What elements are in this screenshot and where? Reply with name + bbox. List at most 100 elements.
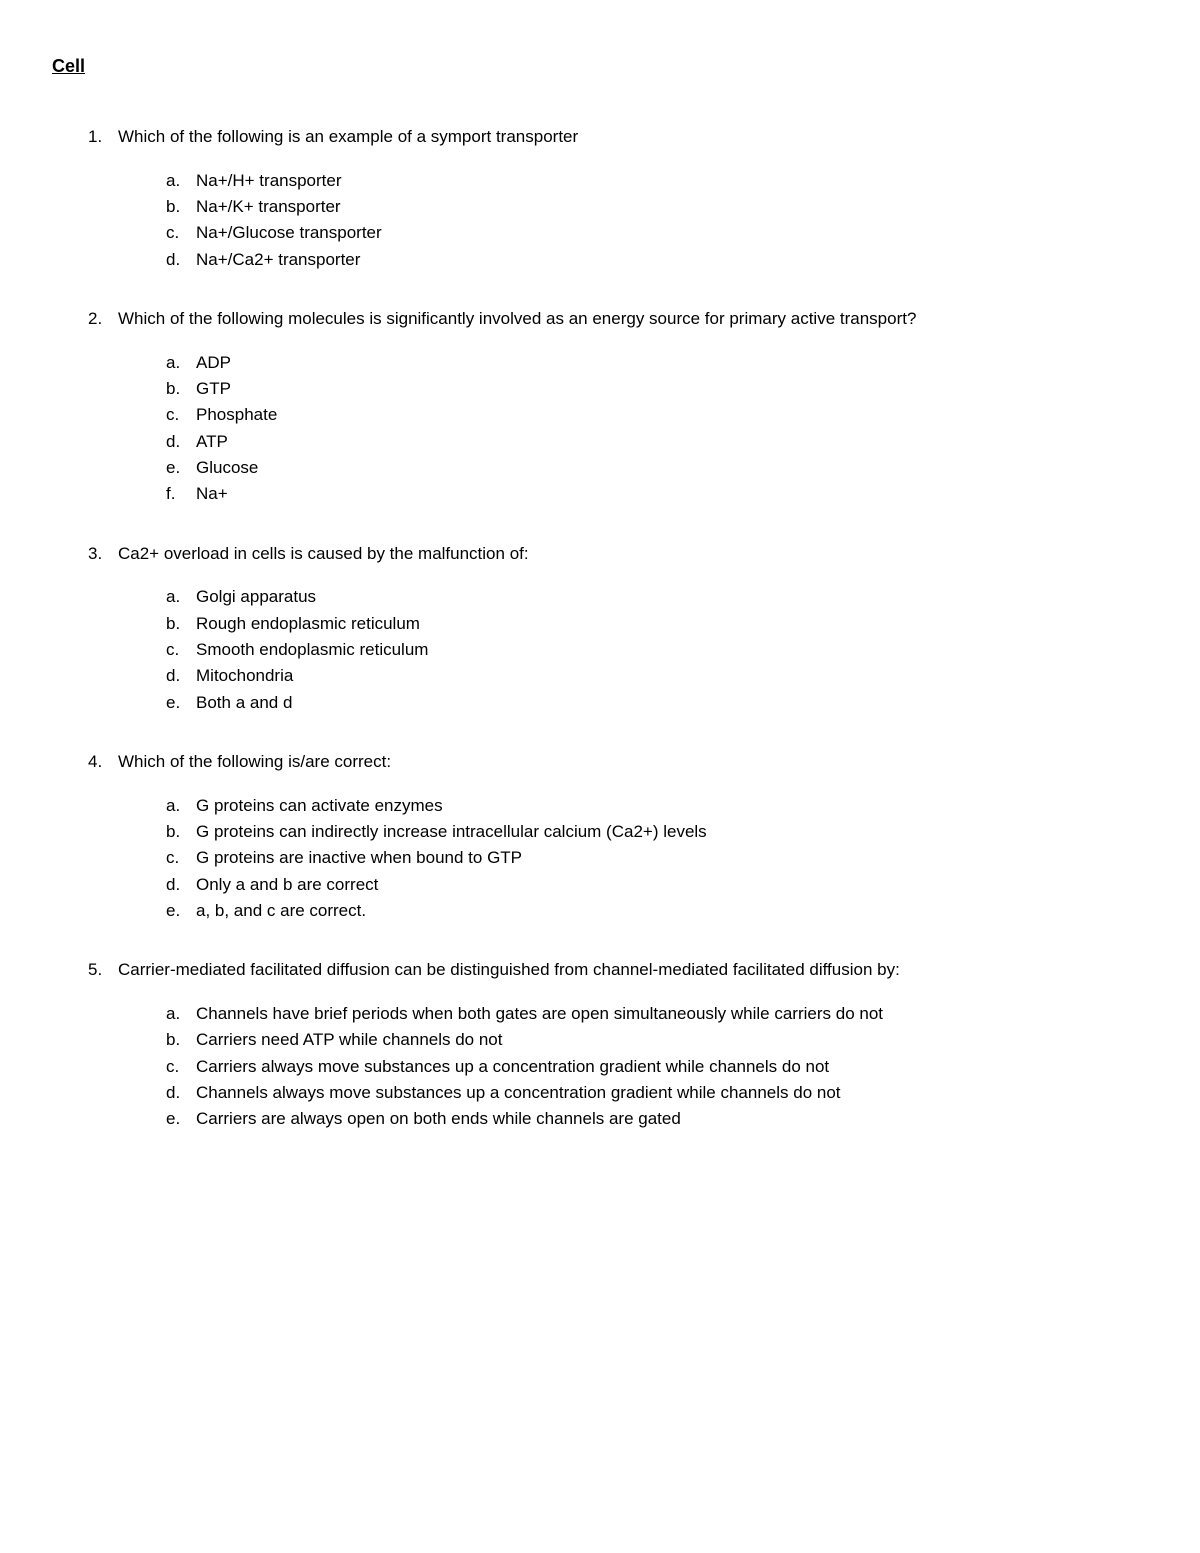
question-text: Which of the following is an example of … (118, 125, 1140, 150)
option-row: e.Both a and d (166, 690, 1140, 716)
question-row: 5.Carrier-mediated facilitated diffusion… (88, 958, 1140, 983)
option-row: a.ADP (166, 350, 1140, 376)
option-text: Phosphate (196, 402, 1140, 428)
option-row: c.Phosphate (166, 402, 1140, 428)
question: 3.Ca2+ overload in cells is caused by th… (88, 542, 1140, 716)
option-row: d.Na+/Ca2+ transporter (166, 247, 1140, 273)
option-list: a.Na+/H+ transporterb.Na+/K+ transporter… (88, 168, 1140, 273)
document-page: Cell 1.Which of the following is an exam… (0, 0, 1200, 1553)
option-list: a.ADPb.GTPc.Phosphated.ATPe.Glucosef.Na+ (88, 350, 1140, 508)
option-text: Carriers are always open on both ends wh… (196, 1106, 1140, 1132)
question-text: Which of the following molecules is sign… (118, 307, 1140, 332)
option-row: e.Carriers are always open on both ends … (166, 1106, 1140, 1132)
page-title: Cell (52, 56, 1140, 77)
option-letter: b. (166, 1027, 196, 1053)
option-row: b.Rough endoplasmic reticulum (166, 611, 1140, 637)
option-list: a.Golgi apparatusb.Rough endoplasmic ret… (88, 584, 1140, 716)
option-letter: c. (166, 220, 196, 246)
option-text: Na+/H+ transporter (196, 168, 1140, 194)
option-row: e.a, b, and c are correct. (166, 898, 1140, 924)
option-text: Carriers need ATP while channels do not (196, 1027, 1140, 1053)
question-text: Carrier-mediated facilitated diffusion c… (118, 958, 1140, 983)
option-letter: b. (166, 611, 196, 637)
option-row: c.Carriers always move substances up a c… (166, 1054, 1140, 1080)
option-text: Smooth endoplasmic reticulum (196, 637, 1140, 663)
question-row: 3.Ca2+ overload in cells is caused by th… (88, 542, 1140, 567)
option-letter: a. (166, 584, 196, 610)
option-text: Na+/Ca2+ transporter (196, 247, 1140, 273)
option-row: b.Na+/K+ transporter (166, 194, 1140, 220)
option-text: Both a and d (196, 690, 1140, 716)
option-text: ATP (196, 429, 1140, 455)
question-text: Ca2+ overload in cells is caused by the … (118, 542, 1140, 567)
option-list: a.Channels have brief periods when both … (88, 1001, 1140, 1133)
option-text: Channels have brief periods when both ga… (196, 1001, 1140, 1027)
option-letter: d. (166, 429, 196, 455)
question: 4.Which of the following is/are correct:… (88, 750, 1140, 924)
option-letter: a. (166, 168, 196, 194)
option-letter: f. (166, 481, 196, 507)
question-list: 1.Which of the following is an example o… (60, 125, 1140, 1133)
question-text: Which of the following is/are correct: (118, 750, 1140, 775)
option-letter: c. (166, 637, 196, 663)
option-text: Rough endoplasmic reticulum (196, 611, 1140, 637)
option-row: a.G proteins can activate enzymes (166, 793, 1140, 819)
option-row: a.Channels have brief periods when both … (166, 1001, 1140, 1027)
option-letter: d. (166, 663, 196, 689)
question-number: 4. (88, 750, 118, 775)
option-text: Mitochondria (196, 663, 1140, 689)
question-number: 3. (88, 542, 118, 567)
option-row: b.G proteins can indirectly increase int… (166, 819, 1140, 845)
option-text: G proteins are inactive when bound to GT… (196, 845, 1140, 871)
question: 2.Which of the following molecules is si… (88, 307, 1140, 508)
question-number: 2. (88, 307, 118, 332)
option-text: Na+/Glucose transporter (196, 220, 1140, 246)
option-letter: a. (166, 350, 196, 376)
question: 5.Carrier-mediated facilitated diffusion… (88, 958, 1140, 1132)
option-letter: e. (166, 455, 196, 481)
option-letter: a. (166, 1001, 196, 1027)
option-row: c.G proteins are inactive when bound to … (166, 845, 1140, 871)
option-text: Na+/K+ transporter (196, 194, 1140, 220)
option-letter: e. (166, 690, 196, 716)
option-row: f.Na+ (166, 481, 1140, 507)
option-letter: b. (166, 194, 196, 220)
option-row: b.GTP (166, 376, 1140, 402)
option-letter: c. (166, 402, 196, 428)
question-row: 1.Which of the following is an example o… (88, 125, 1140, 150)
option-letter: d. (166, 872, 196, 898)
option-row: e.Glucose (166, 455, 1140, 481)
option-text: Golgi apparatus (196, 584, 1140, 610)
option-row: b.Carriers need ATP while channels do no… (166, 1027, 1140, 1053)
question-row: 4.Which of the following is/are correct: (88, 750, 1140, 775)
option-text: Carriers always move substances up a con… (196, 1054, 1140, 1080)
option-text: a, b, and c are correct. (196, 898, 1140, 924)
option-list: a.G proteins can activate enzymesb.G pro… (88, 793, 1140, 925)
option-text: Only a and b are correct (196, 872, 1140, 898)
option-letter: a. (166, 793, 196, 819)
option-row: d.Only a and b are correct (166, 872, 1140, 898)
option-row: d.ATP (166, 429, 1140, 455)
option-text: G proteins can indirectly increase intra… (196, 819, 1140, 845)
option-letter: b. (166, 376, 196, 402)
option-letter: c. (166, 1054, 196, 1080)
option-row: d.Mitochondria (166, 663, 1140, 689)
option-row: c.Na+/Glucose transporter (166, 220, 1140, 246)
option-letter: e. (166, 1106, 196, 1132)
option-row: c.Smooth endoplasmic reticulum (166, 637, 1140, 663)
option-row: a.Na+/H+ transporter (166, 168, 1140, 194)
option-letter: e. (166, 898, 196, 924)
option-letter: c. (166, 845, 196, 871)
option-text: Glucose (196, 455, 1140, 481)
question: 1.Which of the following is an example o… (88, 125, 1140, 273)
option-text: Channels always move substances up a con… (196, 1080, 1140, 1106)
option-text: Na+ (196, 481, 1140, 507)
option-letter: b. (166, 819, 196, 845)
option-text: GTP (196, 376, 1140, 402)
question-number: 1. (88, 125, 118, 150)
option-row: a.Golgi apparatus (166, 584, 1140, 610)
option-row: d.Channels always move substances up a c… (166, 1080, 1140, 1106)
question-row: 2.Which of the following molecules is si… (88, 307, 1140, 332)
option-text: ADP (196, 350, 1140, 376)
option-letter: d. (166, 247, 196, 273)
